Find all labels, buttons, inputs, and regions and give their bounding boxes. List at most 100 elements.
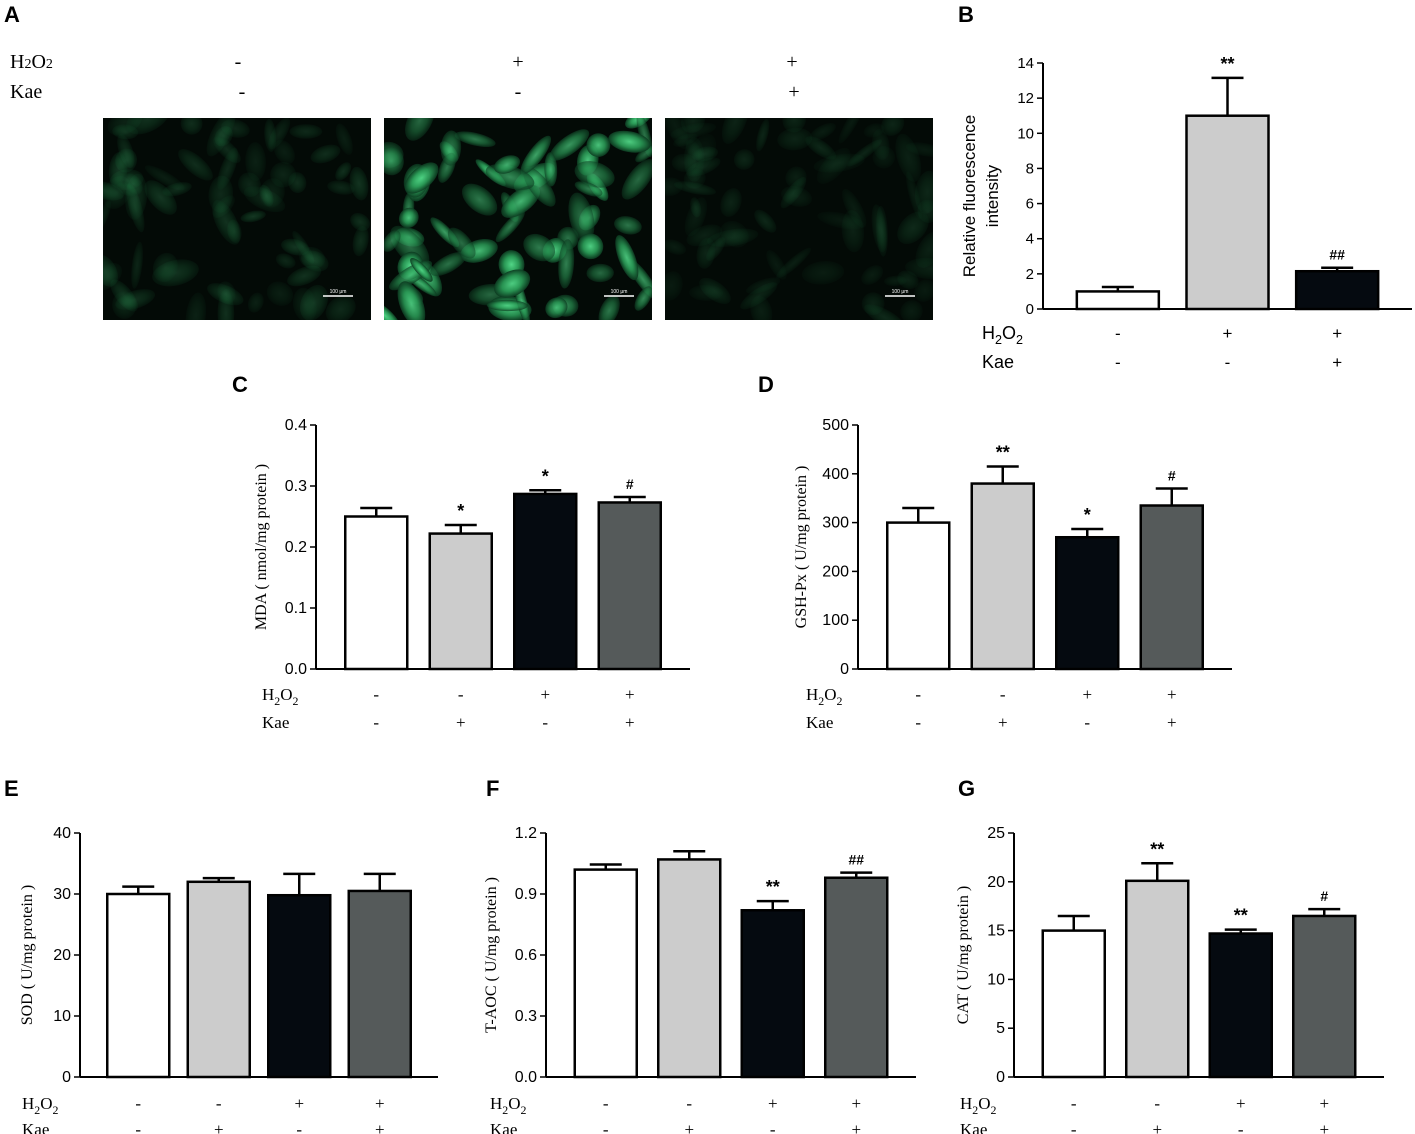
kae-row-label: Kae <box>806 713 833 732</box>
significance-label: # <box>1320 888 1328 904</box>
cell <box>665 271 683 301</box>
bar <box>106 892 171 1079</box>
kae-sign: - <box>770 1120 776 1134</box>
y-tick-label: 200 <box>822 563 849 580</box>
h2o2-sign: - <box>458 685 464 704</box>
cell <box>861 265 884 285</box>
cell <box>349 166 369 201</box>
cell <box>692 146 719 162</box>
y-tick-label: 0 <box>996 1069 1005 1086</box>
cell <box>781 185 812 207</box>
kae-row-label: Kae <box>490 1120 517 1134</box>
kae-sign: - <box>1071 1120 1077 1134</box>
y-tick-label: 20 <box>53 947 71 964</box>
kae-sign: - <box>542 713 548 732</box>
bar <box>1292 914 1357 1079</box>
kae-row-label: Kae <box>10 81 42 103</box>
bar <box>186 880 251 1079</box>
cell <box>325 295 356 320</box>
chart-e: 0 10 20 30 40 SOD ( U/mg protein ) H2O2 Kae - - - +… <box>19 825 438 1134</box>
scale-bar-label: 100 μm <box>892 289 909 295</box>
cell <box>635 145 652 163</box>
cell-layer <box>665 118 933 320</box>
significance-label: ** <box>766 877 780 897</box>
kae-sign: + <box>375 1120 385 1134</box>
kae-row-label: Kae <box>982 352 1014 372</box>
cell <box>185 292 207 320</box>
cell <box>558 239 575 289</box>
h2o2-sign: + <box>1236 1094 1246 1113</box>
bar <box>597 501 662 671</box>
cell <box>615 235 639 281</box>
kae-sign: - <box>1225 353 1231 372</box>
y-tick-label: 4 <box>1026 231 1034 248</box>
kae-sign: - <box>135 1120 141 1134</box>
cell <box>292 287 318 320</box>
bar <box>347 889 412 1079</box>
cell-layer <box>384 118 652 320</box>
cell <box>327 180 355 195</box>
y-tick-label: 8 <box>1026 160 1034 177</box>
y-tick-label: 14 <box>1017 55 1034 72</box>
y-tick-label: 0.4 <box>285 417 307 434</box>
h2o2-sign: - <box>603 1094 609 1113</box>
cell <box>384 146 404 176</box>
bar <box>344 515 409 671</box>
y-tick-label: 12 <box>1017 90 1034 107</box>
cell <box>217 147 238 190</box>
cell <box>523 233 556 262</box>
cell <box>785 166 807 189</box>
cell <box>621 159 652 200</box>
cell <box>240 210 266 223</box>
kae-row-label: Kae <box>22 1120 49 1134</box>
cell <box>131 241 144 289</box>
microscopy-images: 100 μm 100 μm 100 μm <box>103 118 933 320</box>
significance-label: ** <box>1150 839 1164 859</box>
cell <box>335 123 353 155</box>
cell <box>397 281 426 320</box>
cell <box>805 136 837 160</box>
kae-sign: + <box>1332 353 1342 372</box>
kae-sign: + <box>214 1120 224 1134</box>
cell <box>673 181 717 196</box>
bar <box>1139 504 1204 671</box>
h2o2-row-label: H2O2 <box>806 685 843 708</box>
y-axis-label: T-AOC ( U/mg protein ) <box>483 877 500 1033</box>
cell <box>247 292 264 313</box>
cell <box>905 257 933 280</box>
cell <box>766 250 787 280</box>
bar <box>1294 269 1380 311</box>
charts: 0 2 4 6 8 10 12 14 Relative fluorescence intensit… <box>19 54 1412 1134</box>
cell <box>809 122 836 141</box>
cell <box>494 269 531 298</box>
kae-row-label: Kae <box>262 713 289 732</box>
cell <box>126 118 170 135</box>
cell <box>897 211 929 245</box>
cell <box>801 261 845 285</box>
panel-label-c: C <box>232 372 248 397</box>
cell <box>777 127 813 151</box>
y-tick-label: 20 <box>987 874 1005 891</box>
h2o2-sign: - <box>1115 324 1121 343</box>
h2o2-sign: - <box>915 685 921 704</box>
y-axis-label: Relative fluorescence <box>960 115 979 278</box>
bar <box>573 868 638 1079</box>
cell <box>574 161 615 188</box>
cell <box>544 152 558 187</box>
cell <box>178 149 213 181</box>
chart-c: 0.0 0.1 0.2 0.3 0.4 MDA ( nmol/mg protein ) * *… <box>253 417 690 732</box>
significance-label: * <box>542 466 549 486</box>
y-axis-label-line2: intensity <box>983 164 1002 227</box>
y-axis-label: SOD ( U/mg protein ) <box>19 885 36 1025</box>
scale-bar-label: 100 μm <box>611 289 628 295</box>
bar <box>1055 535 1120 671</box>
h2o2-row-label: H2O2 <box>490 1094 527 1117</box>
kae-sign: - <box>373 713 379 732</box>
microscopy-image-3: 100 μm <box>665 118 933 320</box>
y-tick-label: 10 <box>53 1008 71 1025</box>
cell <box>259 178 285 208</box>
cell <box>495 210 525 243</box>
h2o2-sign: + <box>294 1094 304 1113</box>
panel-label-e: E <box>4 776 19 801</box>
panel-label-a: A <box>4 2 20 27</box>
